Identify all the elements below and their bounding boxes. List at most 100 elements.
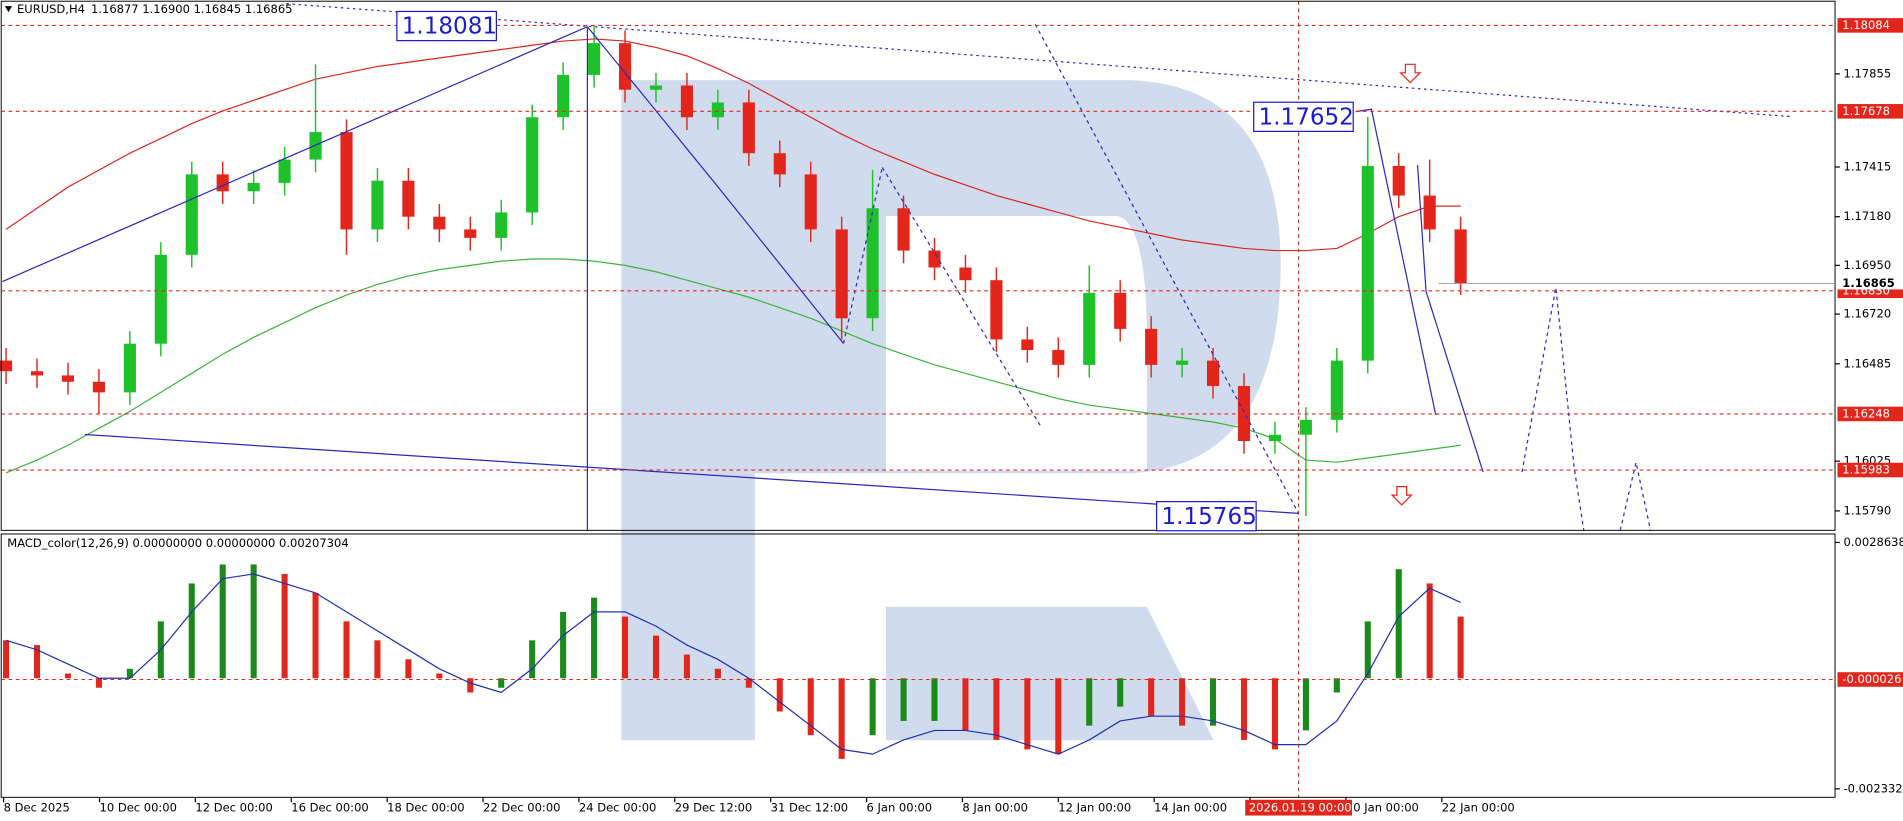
candle-body <box>185 174 198 255</box>
candle-body <box>680 85 693 118</box>
symbol: EURUSD,H4 <box>17 2 85 16</box>
candle-body <box>340 132 353 230</box>
x-tick-label: 24 Dec 00:00 <box>579 801 656 815</box>
macd-bar <box>312 592 319 679</box>
macd-bar <box>1364 621 1371 679</box>
macd-bar <box>745 678 752 688</box>
arrow-down <box>1399 63 1422 84</box>
cursor-label: 2026.01.19 00:00 <box>1249 801 1352 815</box>
macd-tick-label: -0.0023322 <box>1844 781 1903 795</box>
candle-body <box>92 381 105 393</box>
x-tick-label: 31 Dec 12:00 <box>771 801 848 815</box>
macd-bar <box>931 678 938 721</box>
candle-body <box>1114 292 1127 329</box>
y-tick-label: 1.16720 <box>1844 307 1892 321</box>
macd-bar <box>529 640 536 679</box>
candle-body <box>588 43 601 75</box>
macd-bar <box>591 597 598 679</box>
y-tick-label: 1.15790 <box>1844 503 1892 517</box>
macd-bar <box>1086 678 1093 726</box>
macd-bar <box>219 564 226 679</box>
current-price-label: 1.16865 <box>1842 276 1894 290</box>
level-label: 1.15983 <box>1842 463 1890 477</box>
trend-line <box>1416 165 1484 473</box>
candle-body <box>371 180 384 230</box>
candle-body <box>1392 165 1405 196</box>
annotation-box <box>1253 101 1354 132</box>
annotation-box <box>1155 500 1257 532</box>
candle-body <box>1423 195 1436 230</box>
macd-bar <box>3 640 10 679</box>
x-tick-label: 29 Dec 12:00 <box>675 801 752 815</box>
candle-body <box>1330 360 1343 420</box>
x-tick-label: 8 Jan 00:00 <box>962 801 1028 815</box>
x-tick-label: 6 Jan 00:00 <box>867 801 933 815</box>
macd-tick-label: 0.0028638 <box>1844 535 1903 549</box>
candle-body <box>804 174 817 230</box>
candle-body <box>742 102 755 154</box>
x-tick-label: 22 Jan 00:00 <box>1442 801 1515 815</box>
y-tick-label: 1.16485 <box>1844 356 1892 370</box>
macd-bar <box>64 673 71 679</box>
macd-bar <box>343 621 350 679</box>
forecast-path <box>1521 287 1585 531</box>
current-price-bg <box>1837 276 1903 290</box>
candle-body <box>711 102 724 118</box>
level-label-bg <box>1837 18 1903 33</box>
x-tick-label: 12 Jan 00:00 <box>1058 801 1131 815</box>
candle-body <box>618 43 632 90</box>
candle-body <box>1361 165 1374 361</box>
macd-bar <box>1271 678 1278 750</box>
candle-body <box>835 229 848 319</box>
candle-body <box>773 153 786 175</box>
candle-body <box>1083 292 1096 365</box>
macd-bar <box>188 583 195 679</box>
level-label: 1.18084 <box>1842 18 1890 32</box>
macd-bar <box>683 654 690 679</box>
candle-body <box>309 132 322 160</box>
candle-body <box>123 343 136 393</box>
macd-bar <box>436 673 443 679</box>
macd-label: MACD_color(12,26,9) 0.00000000 0.0000000… <box>7 536 348 550</box>
macd-bar <box>1148 678 1155 717</box>
macd-bar <box>126 668 133 679</box>
drawings <box>2 3 1791 531</box>
annotation: 1.15765 <box>1161 504 1256 530</box>
macd-panel <box>0 533 1836 798</box>
macd-bar <box>250 564 257 679</box>
macd-signal <box>5 573 1461 755</box>
watermark <box>621 80 1281 741</box>
x-tick-label: 16 Dec 00:00 <box>291 801 368 815</box>
macd-bar <box>1117 678 1124 707</box>
level-label-bg <box>1837 462 1903 478</box>
macd-bar <box>1426 583 1433 679</box>
quote: 1.16877 1.16900 1.16845 1.16865 <box>91 2 292 16</box>
annotation-box <box>396 10 497 42</box>
cursor-label-bg <box>1245 799 1353 816</box>
moving-average <box>5 38 1461 252</box>
annotation: 1.17652 <box>1259 105 1354 131</box>
candle-body <box>0 360 13 372</box>
candle-body <box>278 159 291 183</box>
macd-bar <box>467 678 474 693</box>
macd-bar <box>869 678 876 736</box>
candle-body <box>866 208 879 319</box>
macd-bar <box>1302 678 1309 731</box>
macd-bar <box>33 645 41 679</box>
candle-body <box>1176 360 1189 365</box>
candle-body <box>1052 350 1065 365</box>
candle-body <box>61 375 75 382</box>
macd-bar <box>776 678 783 712</box>
trend-line <box>586 26 844 344</box>
candle-body <box>1145 328 1158 365</box>
trend-line <box>1034 23 1300 514</box>
macd-bar <box>1210 678 1217 726</box>
level-label: 1.17678 <box>1842 104 1890 118</box>
x-tick-label: 18 Dec 00:00 <box>387 801 464 815</box>
x-tick-label: 12 Dec 00:00 <box>195 801 272 815</box>
macd-bar <box>993 678 1000 740</box>
candle-body <box>1268 434 1282 442</box>
trend-line <box>286 3 1791 118</box>
macd-bar <box>900 678 907 721</box>
annotation: 1.18081 <box>402 14 497 40</box>
